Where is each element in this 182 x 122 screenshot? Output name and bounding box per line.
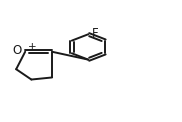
Text: F: F xyxy=(92,27,99,40)
Text: O: O xyxy=(13,44,22,57)
Text: +: + xyxy=(28,42,37,52)
